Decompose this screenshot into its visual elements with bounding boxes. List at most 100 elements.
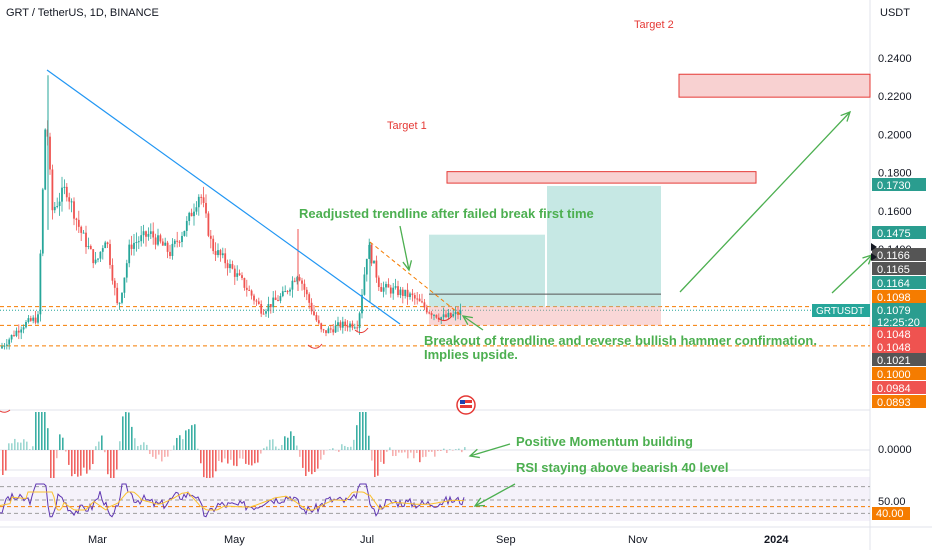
candle-body [159,235,162,242]
candle-body [231,264,234,269]
momentum-bar [179,435,181,450]
rsi-note: RSI staying above bearish 40 level [516,460,728,475]
candle-body [329,328,332,330]
momentum-bar [41,412,43,450]
candle-body [106,242,109,245]
time-axis-label: Sep [496,534,516,546]
candle-body [308,294,311,303]
candle-body [109,244,111,265]
candle-body [279,296,282,301]
momentum-bar [116,450,118,470]
momentum-bar [29,449,31,450]
momentum-bar [254,450,256,464]
descending-trendline [46,69,401,325]
candle-body [303,283,306,290]
candle-body [320,323,323,330]
candle-body [253,295,255,301]
swing-low-marker [354,327,369,334]
candle-body [183,230,186,236]
candle-body [365,258,368,275]
candle-body [243,278,246,288]
momentum-bar [200,450,202,464]
momentum-bar [17,442,19,450]
target-zones [446,73,871,184]
price-label-bg [872,248,926,261]
price-label-bg [872,303,926,316]
price-label: 0.0984 [877,383,911,395]
momentum-bar [128,412,130,450]
momentum-bar [140,444,142,450]
candle-body [63,186,66,188]
candle-body [1,346,3,349]
price-label-bg [872,327,926,340]
momentum-bar [98,441,100,450]
momentum-bar [203,450,205,478]
projection-arrow-head [840,110,852,122]
momentum-bar [77,450,79,477]
candle-body [382,287,385,292]
momentum-bar [80,450,82,476]
momentum-bar [368,435,370,450]
momentum-bar [131,426,133,450]
momentum-bar [65,450,67,452]
momentum-bar [191,425,193,450]
candle-body [111,264,114,281]
candle-body [118,302,121,304]
momentum-bar [38,412,40,450]
candle-body [207,213,210,236]
momentum-bar [410,450,412,453]
candle-body [70,201,73,203]
candle-body [435,314,438,318]
ticker-tag-label: GRTUSDT [816,306,864,317]
candle-body [346,325,349,328]
candle-body [397,286,399,296]
candle-body [272,297,275,308]
candle-body [152,231,155,238]
candle-body [185,220,188,231]
candle-body [449,312,452,317]
candle-body [188,212,191,221]
projection-arrow [831,254,873,294]
momentum-bar [35,412,37,450]
candle-body [404,289,407,296]
candle-body [22,327,25,330]
candle-body [327,328,330,334]
momentum-bar [383,450,385,464]
rsi-40-label-bg [872,507,910,520]
momentum-bar [68,450,70,465]
momentum-bar [419,450,421,463]
momentum-bar [158,450,160,455]
momentum-bar [329,449,331,450]
momentum-bar [218,450,220,461]
momentum-bar [92,450,94,465]
candle-body [113,280,116,288]
candle-body [351,323,354,328]
candle-body [178,241,181,243]
momentum-bar [413,450,415,459]
momentum-bar [230,450,232,460]
candle-body [363,274,366,295]
momentum-bar [338,450,340,452]
candle-body [75,218,78,220]
momentum-bar [233,450,235,466]
momentum-bar [161,450,163,462]
momentum-bar [125,412,127,450]
candle-body [68,197,71,202]
momentum-bar [248,450,250,465]
candle-body [77,219,80,227]
momentum-bar [20,442,22,450]
edge-marker [0,409,11,413]
currency-label[interactable]: USDT [880,7,910,19]
candle-body [380,286,383,292]
us-flag-event-icon[interactable] [456,395,476,415]
momentum-bar [305,450,307,477]
momentum-bar [134,438,136,450]
candle-body [15,330,18,336]
candle-body [291,280,294,290]
candle-body [409,293,411,298]
candle-body [317,320,320,324]
momentum-bar [287,437,289,450]
candle-body [284,291,287,293]
candle-body [433,314,435,316]
